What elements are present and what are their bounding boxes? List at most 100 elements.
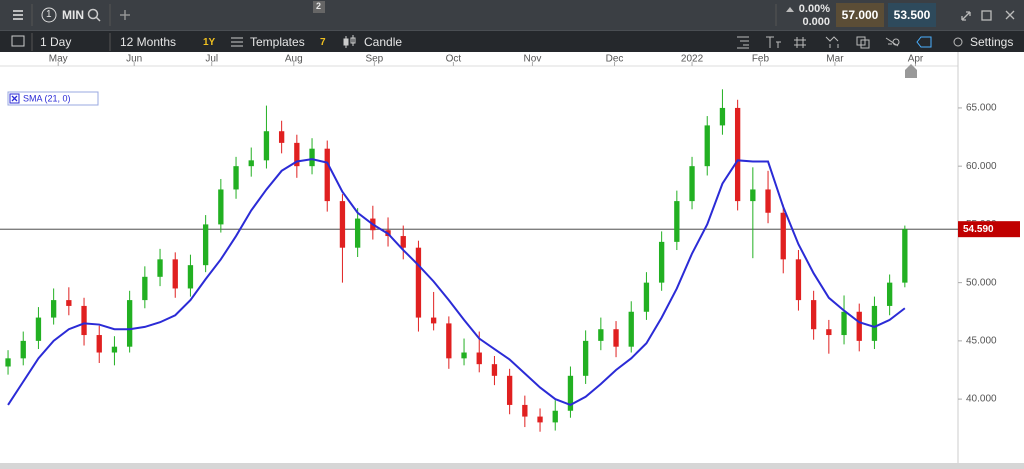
candle-body bbox=[126, 300, 133, 347]
buy-price[interactable]: 53.500 bbox=[888, 3, 936, 27]
candle-body bbox=[902, 229, 908, 283]
candle-body bbox=[461, 352, 467, 359]
x-tick-label: Apr bbox=[908, 54, 924, 65]
menu-icon[interactable] bbox=[13, 10, 23, 20]
x-tick-label: Jun bbox=[126, 54, 142, 65]
candle-body bbox=[96, 335, 102, 353]
candle-body bbox=[643, 282, 650, 312]
legend-label: SMA (21, 0) bbox=[23, 93, 71, 103]
candle-body bbox=[324, 148, 330, 202]
chart: SMA (21, 0) May Jun Jul Aug Sep Oct Nov Dec 2022… bbox=[0, 52, 1024, 469]
candle-body bbox=[689, 166, 695, 202]
y-tick-label: 45.000 bbox=[966, 336, 997, 347]
candle-body bbox=[294, 142, 300, 167]
candle-body bbox=[522, 404, 528, 417]
x-tick-label: Jul bbox=[205, 54, 218, 65]
candle-body bbox=[734, 107, 741, 202]
candle-body bbox=[628, 311, 634, 347]
candle-body bbox=[719, 107, 726, 126]
candle-body bbox=[157, 259, 163, 277]
candle-body bbox=[309, 148, 315, 167]
candle-body bbox=[187, 265, 194, 289]
templates[interactable]: Templates bbox=[250, 35, 305, 49]
templates-count: 7 bbox=[320, 37, 326, 48]
x-tick-label: Mar bbox=[826, 54, 844, 65]
top-toolbar: 1 MIN 2 0.00% 0.000 57.000 53.500 bbox=[0, 0, 1024, 30]
candle-body bbox=[537, 416, 543, 423]
add-tab[interactable] bbox=[120, 10, 130, 20]
candle-icon[interactable] bbox=[343, 35, 356, 48]
candle-body bbox=[765, 189, 771, 213]
candle-body bbox=[886, 282, 893, 306]
candle-body bbox=[172, 259, 178, 289]
candle-body bbox=[841, 311, 847, 336]
scroll-marker bbox=[905, 70, 917, 78]
x-tick-label: Feb bbox=[752, 54, 770, 65]
candle-body bbox=[598, 329, 604, 341]
candle-body bbox=[81, 305, 87, 336]
candle-body bbox=[430, 317, 437, 324]
chart-style[interactable]: Candle bbox=[364, 35, 403, 49]
candle-body bbox=[780, 212, 786, 260]
window-icons[interactable] bbox=[961, 10, 1015, 21]
candle-body bbox=[278, 131, 285, 143]
candle-body bbox=[35, 317, 42, 341]
candle-body bbox=[613, 329, 619, 347]
chart-background bbox=[0, 52, 1024, 469]
templates-icon[interactable] bbox=[231, 37, 243, 47]
candle-body bbox=[506, 375, 513, 405]
candle-body bbox=[263, 131, 270, 161]
candle-body bbox=[795, 259, 802, 301]
candle-body bbox=[552, 410, 558, 423]
candle-body bbox=[674, 201, 680, 242]
candle-body bbox=[202, 224, 209, 266]
candle-body bbox=[415, 247, 422, 318]
search-icon-handle bbox=[95, 16, 101, 22]
candle-body bbox=[5, 358, 11, 367]
change: 0.000 bbox=[802, 16, 830, 28]
change-pct: 0.00% bbox=[798, 3, 830, 15]
candle-body bbox=[658, 241, 665, 283]
candle-body bbox=[50, 300, 57, 318]
toolbar-icons bbox=[13, 1, 1015, 26]
candle-body bbox=[354, 218, 361, 248]
candle-body bbox=[446, 323, 452, 359]
candle-body bbox=[856, 311, 862, 341]
candle-body bbox=[476, 352, 482, 365]
up-arrow bbox=[786, 7, 794, 12]
tab-count: 2 bbox=[316, 1, 322, 11]
candle-body bbox=[66, 300, 72, 306]
tab-badge bbox=[313, 1, 325, 13]
candle-body bbox=[339, 201, 346, 248]
symbol[interactable]: MIN bbox=[62, 8, 84, 22]
x-tick-label: Nov bbox=[524, 54, 542, 65]
candle-body bbox=[111, 346, 118, 353]
range-badge: 1Y bbox=[203, 37, 216, 48]
interval[interactable]: 1 Day bbox=[40, 35, 72, 49]
candle-body bbox=[400, 236, 406, 248]
tool-icons[interactable] bbox=[737, 36, 963, 49]
candle-body bbox=[704, 125, 710, 167]
candle-body bbox=[582, 340, 589, 376]
candle-body bbox=[20, 340, 26, 359]
y-tick-label: 65.000 bbox=[966, 103, 997, 114]
search-icon[interactable] bbox=[87, 8, 99, 20]
y-tick-label: 60.000 bbox=[966, 161, 997, 172]
candle-body bbox=[142, 276, 148, 301]
candle-body bbox=[248, 160, 254, 167]
x-tick-label: May bbox=[49, 54, 68, 65]
settings[interactable]: Settings bbox=[970, 35, 1014, 49]
panel-icon[interactable] bbox=[11, 35, 25, 47]
candle-body bbox=[871, 305, 878, 341]
range[interactable]: 12 Months bbox=[120, 35, 177, 49]
sma-line bbox=[7, 158, 906, 407]
sell-price[interactable]: 57.000 bbox=[836, 3, 884, 27]
x-tick-label: Aug bbox=[285, 54, 303, 65]
price-label: 54.590 bbox=[963, 224, 994, 235]
chart-toolbar-icons bbox=[11, 33, 963, 51]
chart-toolbar: 1 Day 12 Months 1Y Templates 7 Candle Se… bbox=[0, 30, 1024, 52]
bottom-strip bbox=[0, 463, 1024, 469]
candle-body bbox=[567, 375, 574, 411]
legend-close-x bbox=[11, 95, 18, 102]
